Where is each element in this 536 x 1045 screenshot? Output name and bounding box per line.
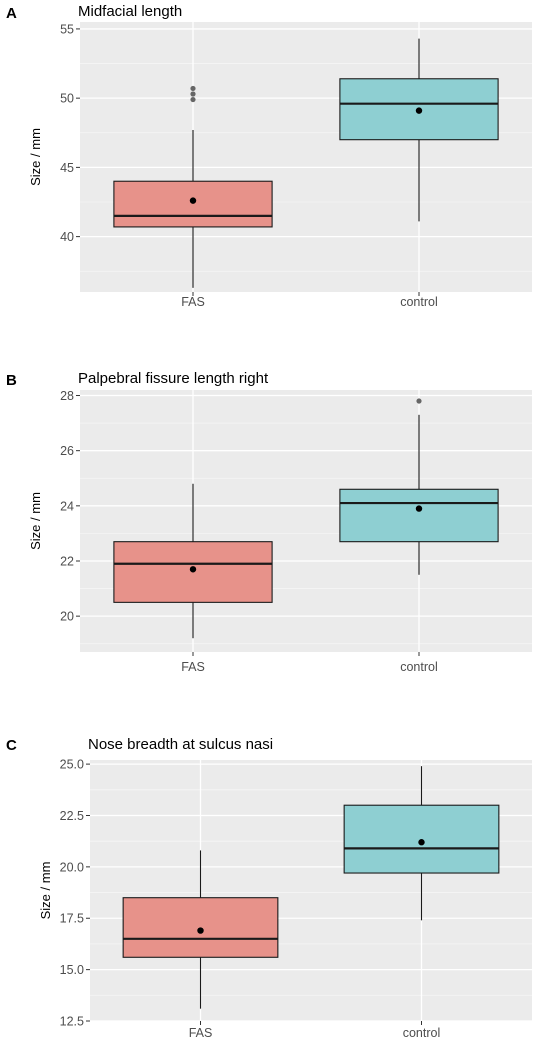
chart-title: Midfacial length bbox=[78, 3, 182, 20]
y-tick-label: 12.5 bbox=[60, 1015, 84, 1029]
y-axis-label: Size / mm bbox=[38, 862, 53, 920]
x-tick-label: control bbox=[400, 660, 438, 674]
outlier-point bbox=[190, 96, 196, 103]
outlier-point bbox=[190, 85, 196, 92]
x-tick-label: control bbox=[403, 1026, 441, 1040]
chart-panel-a: A Midfacial length 40 45 50 55 Size / mm FAS con… bbox=[6, 3, 532, 309]
panel-letter: C bbox=[6, 737, 17, 754]
mean-point bbox=[189, 566, 197, 573]
box-control bbox=[339, 38, 499, 222]
plot-background bbox=[90, 760, 532, 1021]
y-tick-label: 55 bbox=[60, 22, 74, 36]
y-tick-label: 24 bbox=[60, 499, 74, 513]
mean-point bbox=[197, 927, 204, 934]
box-iqr bbox=[113, 180, 273, 228]
y-tick-label: 50 bbox=[60, 92, 74, 106]
y-tick-label: 15.0 bbox=[60, 963, 84, 977]
mean-point bbox=[415, 107, 423, 114]
plot-background bbox=[80, 22, 532, 292]
y-tick-label: 45 bbox=[60, 161, 74, 175]
y-axis-label: Size / mm bbox=[28, 492, 43, 550]
y-axis-label: Size / mm bbox=[28, 128, 43, 186]
y-tick-label: 20.0 bbox=[60, 860, 84, 874]
mean-point bbox=[189, 197, 197, 204]
chart-title: Palpebral fissure length right bbox=[78, 370, 269, 387]
x-tick-label: FAS bbox=[181, 660, 205, 674]
y-tick-label: 20 bbox=[60, 610, 74, 624]
chart-panel-c: C Nose breadth at sulcus nasi 12.5 15.0 17.5… bbox=[6, 736, 532, 1040]
box-fas bbox=[122, 850, 279, 1009]
y-tick-label: 28 bbox=[60, 389, 74, 403]
mean-point bbox=[415, 505, 423, 512]
x-tick-label: FAS bbox=[189, 1026, 213, 1040]
mean-point bbox=[418, 839, 425, 846]
x-tick-label: FAS bbox=[181, 295, 205, 309]
y-tick-label: 40 bbox=[60, 230, 74, 244]
box-iqr bbox=[339, 488, 499, 543]
box-control bbox=[339, 398, 499, 575]
panel-letter: B bbox=[6, 372, 17, 389]
y-tick-label: 26 bbox=[60, 444, 74, 458]
outlier-point bbox=[190, 91, 196, 97]
y-tick-label: 22 bbox=[60, 554, 74, 568]
panel-letter: A bbox=[6, 5, 17, 22]
box-fas bbox=[113, 85, 273, 288]
box-control bbox=[343, 766, 500, 921]
y-tick-label: 22.5 bbox=[60, 809, 84, 823]
outlier-point bbox=[416, 398, 422, 404]
x-tick-label: control bbox=[400, 295, 438, 309]
y-tick-label: 25.0 bbox=[60, 758, 84, 772]
box-fas bbox=[113, 483, 273, 639]
chart-panel-b: B Palpebral fissure length right 20 22 24 26 2… bbox=[6, 370, 532, 674]
y-tick-label: 17.5 bbox=[60, 912, 84, 926]
chart-title: Nose breadth at sulcus nasi bbox=[88, 736, 273, 753]
